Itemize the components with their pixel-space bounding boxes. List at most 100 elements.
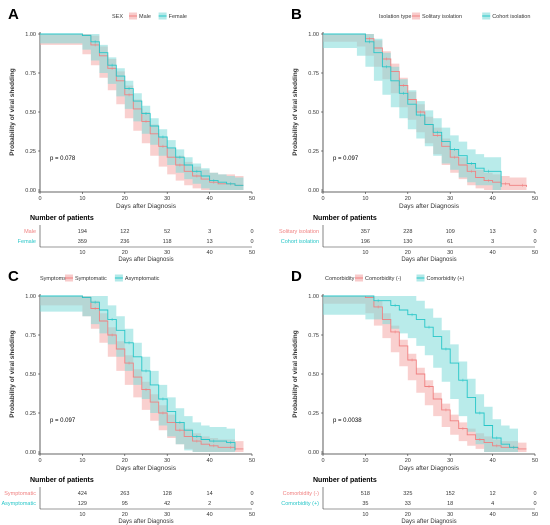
risk-count: 0 (533, 229, 536, 235)
risk-count: 3 (208, 229, 211, 235)
risk-x-tick-label: 20 (405, 250, 411, 256)
risk-count: 118 (163, 239, 172, 245)
risk-x-tick-label: 20 (405, 512, 411, 518)
risk-x-tick-label: 20 (122, 250, 128, 256)
risk-row-label-2: Asymptomatic (1, 501, 36, 507)
risk-count: 0 (250, 501, 253, 507)
x-tick-label: 20 (122, 458, 128, 464)
risk-count: 4 (491, 501, 494, 507)
risk-count: 14 (207, 491, 213, 497)
risk-count: 0 (533, 491, 536, 497)
survival-line-series-1 (40, 295, 244, 450)
x-axis-title: Days after Diagnosis (399, 465, 460, 472)
legend-entry-2: Cohort isolation (492, 14, 530, 20)
p-value: p = 0.0038 (333, 418, 362, 424)
risk-count: 128 (163, 491, 172, 497)
risk-count: 424 (78, 491, 87, 497)
y-tick-label: 0.75 (25, 71, 36, 77)
risk-count: 3 (491, 239, 494, 245)
legend-entry-2: Asymptomatic (125, 276, 160, 282)
legend-entry-2: Comorbidity (+) (427, 276, 465, 282)
y-tick-label: 0.25 (25, 411, 36, 417)
risk-x-axis-title: Days after Diagnosis (118, 257, 173, 263)
panel-label: C (8, 268, 19, 285)
y-tick-label: 1.00 (25, 32, 36, 38)
risk-x-axis-title: Days after Diagnosis (118, 519, 173, 525)
p-value: p = 0.097 (333, 156, 359, 162)
y-tick-label: 1.00 (308, 32, 319, 38)
risk-x-tick-label: 50 (249, 250, 255, 256)
survival-line-series-1 (323, 295, 527, 450)
risk-count: 359 (78, 239, 87, 245)
survival-line-series-2 (323, 295, 518, 448)
risk-row-label-1: Male (24, 229, 36, 235)
legend: Comorbidity Comorbidity (-) Comorbidity (+… (325, 274, 465, 282)
chart-panel-a: A SEX Male Female 0.00 0.25 0.50 0.75 1.00 0 10 20 3… (8, 6, 255, 263)
x-tick-label: 40 (207, 196, 213, 202)
risk-x-tick-label: 50 (249, 512, 255, 518)
y-tick-label: 0.00 (308, 188, 319, 194)
risk-x-axis-title: Days after Diagnosis (401, 257, 456, 263)
risk-table: Number of patients Symptomatic 424 263 128 14… (1, 477, 255, 525)
risk-count: 109 (446, 229, 455, 235)
risk-row-label-2: Cohort isolation (281, 239, 319, 245)
risk-x-tick-label: 40 (207, 250, 213, 256)
legend: Symptoms Symptomatic Asymptomatic (40, 274, 160, 282)
risk-count: 42 (164, 501, 170, 507)
y-tick-label: 1.00 (25, 294, 36, 300)
legend: SEX Male Female (112, 12, 187, 20)
chart-panel-d: D Comorbidity Comorbidity (-) Comorbidity (… (281, 268, 538, 525)
risk-x-tick-label: 40 (490, 250, 496, 256)
risk-count: 518 (361, 491, 370, 497)
legend-entry-2: Female (169, 14, 187, 20)
x-tick-label: 50 (249, 196, 255, 202)
risk-count: 12 (490, 491, 496, 497)
x-tick-label: 0 (38, 196, 41, 202)
risk-x-tick-label: 30 (164, 512, 170, 518)
x-tick-label: 40 (490, 458, 496, 464)
x-tick-label: 30 (447, 458, 453, 464)
risk-x-tick-label: 10 (362, 512, 368, 518)
risk-row-label-1: Solitary isolation (279, 229, 319, 235)
risk-count: 13 (490, 229, 496, 235)
risk-x-tick-label: 10 (362, 250, 368, 256)
risk-x-tick-label: 30 (447, 512, 453, 518)
x-tick-label: 30 (447, 196, 453, 202)
risk-x-tick-label: 20 (122, 512, 128, 518)
x-tick-label: 0 (321, 196, 324, 202)
panel-label: D (291, 268, 302, 285)
risk-count: 152 (446, 491, 455, 497)
risk-table: Number of patients Solitary isolation 357 2… (279, 215, 538, 263)
risk-row-label-2: Female (18, 239, 36, 245)
risk-count: 129 (78, 501, 87, 507)
chart-panel-c: C Symptoms Symptomatic Asymptomatic 0.00 0.25… (1, 268, 255, 525)
x-tick-label: 50 (532, 196, 538, 202)
x-tick-label: 50 (532, 458, 538, 464)
legend-entry-1: Comorbidity (-) (365, 276, 402, 282)
risk-count: 357 (361, 229, 370, 235)
x-tick-label: 10 (79, 458, 85, 464)
y-tick-label: 0.25 (25, 149, 36, 155)
risk-x-tick-label: 50 (532, 250, 538, 256)
y-tick-label: 0.25 (308, 149, 319, 155)
risk-row-label-2: Comorbidity (+) (281, 501, 319, 507)
risk-count: 325 (403, 491, 412, 497)
x-tick-label: 10 (362, 196, 368, 202)
p-value: p = 0.078 (50, 156, 76, 162)
x-tick-label: 50 (249, 458, 255, 464)
legend: Isolation type Solitary isolation Cohort i… (379, 12, 530, 20)
risk-count: 130 (403, 239, 412, 245)
x-tick-label: 20 (405, 196, 411, 202)
risk-x-tick-label: 40 (490, 512, 496, 518)
risk-count: 13 (207, 239, 213, 245)
risk-table-title: Number of patients (30, 477, 94, 484)
risk-count: 18 (447, 501, 453, 507)
risk-count: 52 (164, 229, 170, 235)
y-tick-label: 0.75 (25, 333, 36, 339)
survival-line-series-2 (40, 295, 236, 451)
risk-x-tick-label: 10 (79, 250, 85, 256)
risk-count: 0 (250, 239, 253, 245)
ci-band-series-2 (323, 34, 502, 190)
ci-band-series-2 (323, 296, 518, 452)
